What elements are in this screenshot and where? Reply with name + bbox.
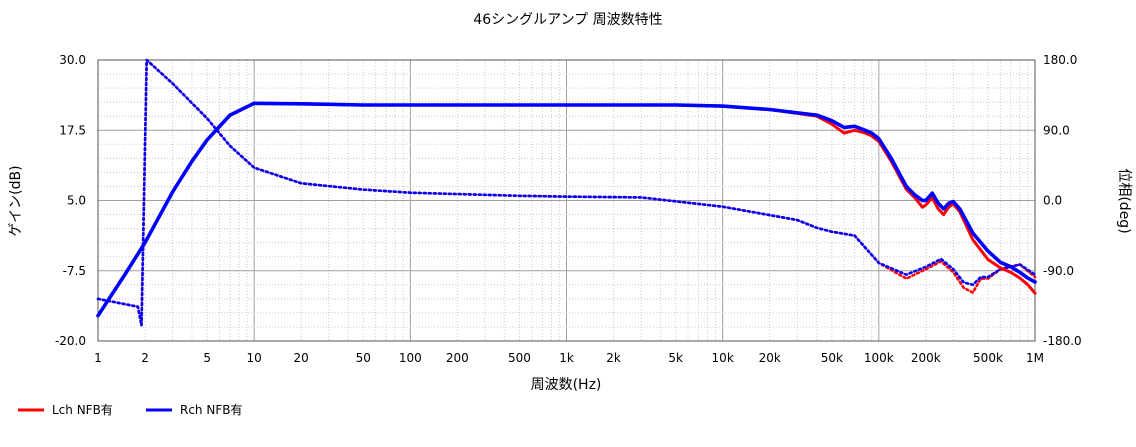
series-layer xyxy=(96,58,1037,327)
y2-tick-label: 180.0 xyxy=(1043,53,1077,67)
y2-tick-label: -180.0 xyxy=(1043,334,1082,348)
chart-grid xyxy=(97,60,1036,341)
x-tick-label: 1 xyxy=(94,351,102,365)
x-tick-label: 5k xyxy=(668,351,683,365)
x-tick-label: 2k xyxy=(606,351,621,365)
x-tick-label: 1M xyxy=(1026,351,1044,365)
y-tick-label: -7.5 xyxy=(63,264,86,278)
legend-label: Lch NFB有 xyxy=(52,403,113,417)
x-tick-label: 50 xyxy=(356,351,371,365)
y2-tick-label: 90.0 xyxy=(1043,123,1070,137)
y2-axis-title: 位相(deg) xyxy=(1116,168,1132,233)
series-line-2 xyxy=(96,101,1037,318)
x-tick-label: 10 xyxy=(247,351,262,365)
y-tick-label: 17.5 xyxy=(59,123,86,137)
plot-frame xyxy=(97,59,1036,342)
y2-tick-labels: 180.0 90.0 0.0 -90.0 -180.0 xyxy=(1043,53,1082,348)
x-tick-label: 500k xyxy=(973,351,1003,365)
x-tick-label: 500 xyxy=(508,351,531,365)
x-axis-title: 周波数(Hz) xyxy=(531,377,602,393)
chart-title: 46シングルアンプ 周波数特性 xyxy=(473,12,662,28)
x-tick-label: 10k xyxy=(712,351,734,365)
legend: Lch NFB有 Rch NFB有 xyxy=(18,403,242,417)
series-line-3 xyxy=(96,58,1037,327)
x-tick-label: 50k xyxy=(821,351,843,365)
legend-label: Rch NFB有 xyxy=(180,403,242,417)
x-tick-label: 200 xyxy=(446,351,469,365)
x-tick-labels: 1 2 5 10 20 50 100 200 500 1k 2k 5k 10k 20k 50k 100k 200… xyxy=(94,351,1044,365)
x-tick-label: 2 xyxy=(141,351,149,365)
y-tick-labels: 30.0 17.5 5.0 -7.5 -20.0 xyxy=(55,53,86,348)
x-tick-label: 5 xyxy=(203,351,211,365)
y-axis-title: ゲイン(dB) xyxy=(8,165,24,236)
x-tick-label: 20 xyxy=(294,351,309,365)
y2-tick-label: -90.0 xyxy=(1043,264,1074,278)
x-tick-label: 200k xyxy=(911,351,941,365)
x-tick-label: 20k xyxy=(759,351,781,365)
y-tick-label: -20.0 xyxy=(55,334,86,348)
x-tick-label: 1k xyxy=(559,351,574,365)
x-tick-label: 100k xyxy=(864,351,894,365)
y-tick-label: 5.0 xyxy=(67,194,86,208)
y-tick-label: 30.0 xyxy=(59,53,86,67)
y2-tick-label: 0.0 xyxy=(1043,194,1062,208)
x-tick-label: 100 xyxy=(399,351,422,365)
